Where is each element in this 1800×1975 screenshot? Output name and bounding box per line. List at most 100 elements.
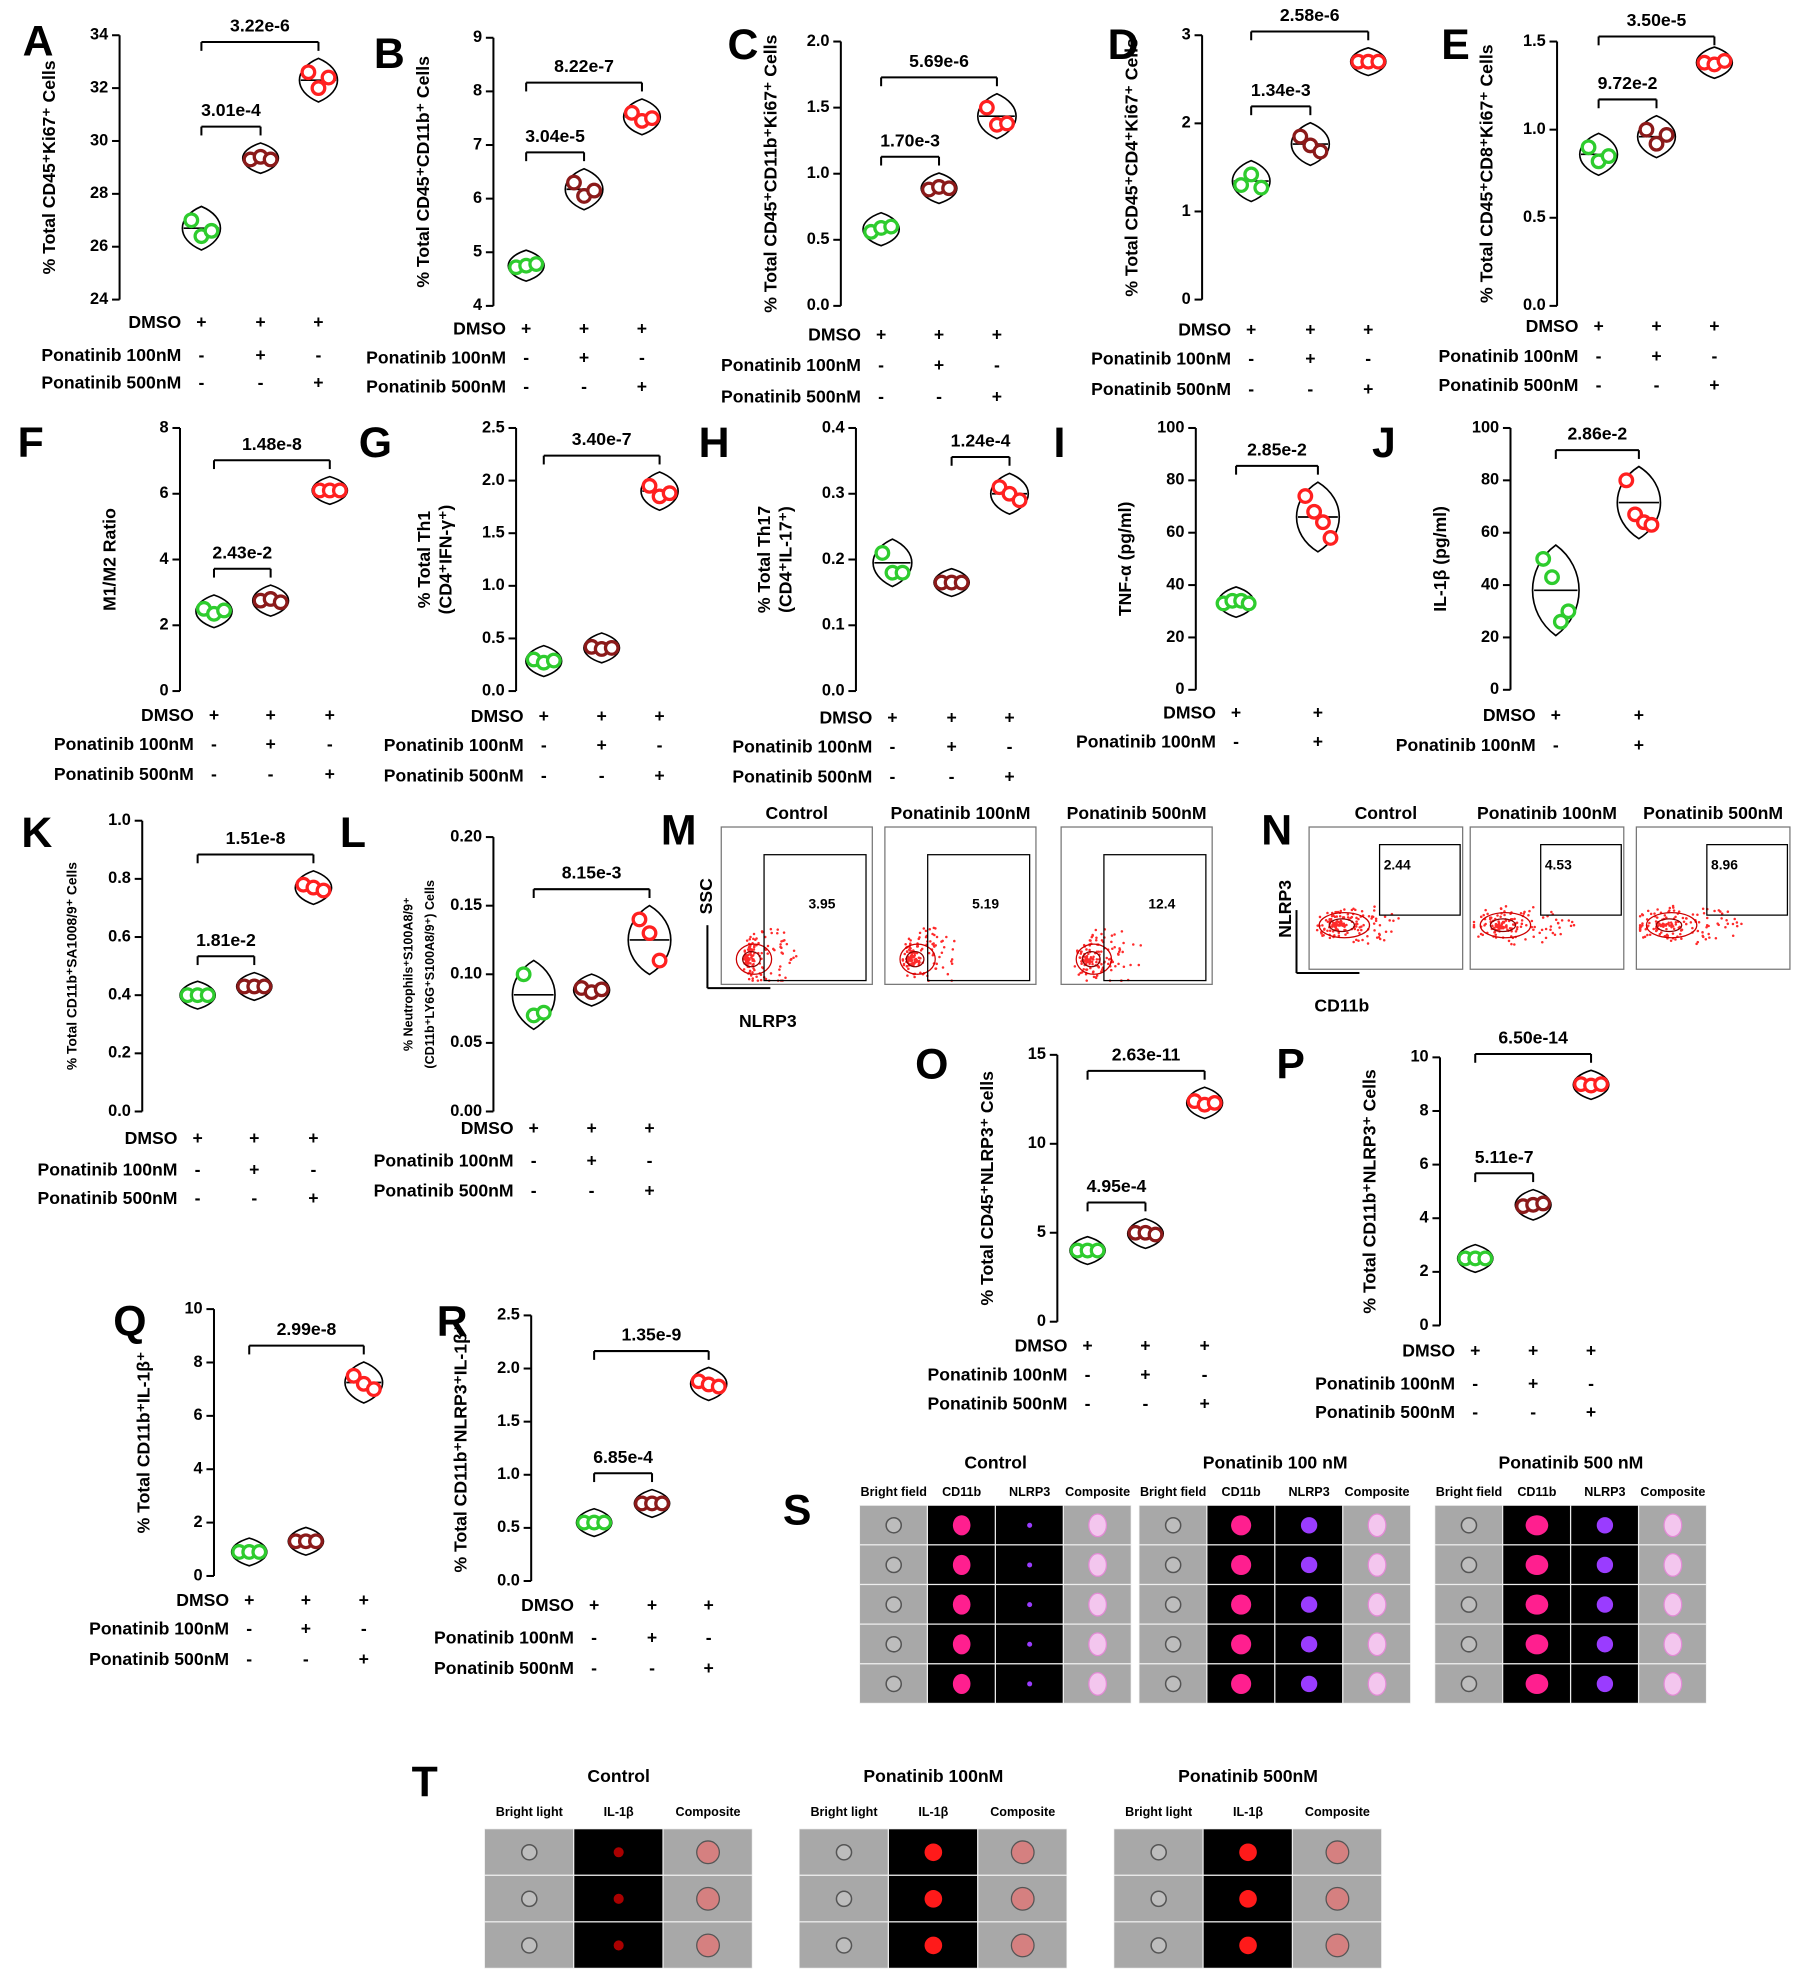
panel-letter: C bbox=[728, 21, 759, 69]
flow-event bbox=[918, 931, 922, 935]
flow-event bbox=[941, 966, 945, 969]
flow-gate bbox=[1103, 854, 1207, 982]
flow-title: Ponatinib 100nM bbox=[890, 803, 1030, 823]
flow-event bbox=[1107, 962, 1110, 966]
flow-event bbox=[759, 973, 763, 977]
flow-event bbox=[1100, 932, 1103, 936]
data-point bbox=[1716, 52, 1733, 69]
flow-event bbox=[1638, 925, 1642, 929]
flow-event bbox=[1646, 933, 1649, 937]
flow-event bbox=[1083, 955, 1087, 959]
y-tick-label: 6 bbox=[194, 1406, 203, 1424]
y-tick-label: 8 bbox=[1420, 1101, 1429, 1119]
treatment-sign: - bbox=[581, 376, 587, 396]
flow-event bbox=[1640, 913, 1644, 916]
treatment-label: Ponatinib 500nM bbox=[38, 1188, 178, 1208]
cell-stain bbox=[1325, 1840, 1350, 1865]
channel-label: Bright light bbox=[810, 1805, 878, 1819]
flow-event bbox=[1538, 931, 1541, 935]
flow-event bbox=[916, 945, 920, 948]
treatment-sign: - bbox=[591, 1658, 597, 1678]
treatment-label: Ponatinib 500nM bbox=[927, 1393, 1067, 1413]
flow-event bbox=[1638, 923, 1642, 927]
treatment-sign: + bbox=[313, 373, 323, 393]
flow-event bbox=[1674, 923, 1678, 926]
flow-event bbox=[1520, 922, 1524, 926]
cell-stain bbox=[952, 1594, 971, 1615]
y-axis-label: % Total CD45⁺NLRP3⁺ Cells bbox=[977, 1071, 997, 1306]
flow-event bbox=[1516, 926, 1519, 929]
y-axis-label: (CD4⁺IL-17⁺) bbox=[775, 506, 795, 613]
flow-event bbox=[1092, 975, 1096, 979]
treatment-label: Ponatinib 500nM bbox=[1091, 379, 1231, 399]
y-tick-label: 6 bbox=[160, 484, 169, 502]
treatment-label: Ponatinib 500nM bbox=[1315, 1402, 1455, 1422]
flow-event bbox=[779, 945, 782, 949]
flow-event bbox=[751, 971, 754, 974]
cell-stain bbox=[1325, 1886, 1350, 1911]
flow-event bbox=[1489, 916, 1492, 919]
flow-event bbox=[1346, 913, 1350, 916]
flow-event bbox=[1382, 938, 1386, 942]
treatment-sign: + bbox=[308, 1128, 318, 1148]
treatment-sign: - bbox=[1365, 349, 1371, 369]
flow-event bbox=[1362, 923, 1365, 927]
flow-event bbox=[1079, 952, 1083, 955]
treatment-label: Ponatinib 100nM bbox=[54, 734, 194, 754]
treatment-sign: - bbox=[1085, 1393, 1091, 1413]
treatment-label: Ponatinib 500nM bbox=[41, 373, 181, 393]
treatment-sign: + bbox=[704, 1595, 714, 1615]
flow-event bbox=[751, 959, 754, 963]
y-axis-label: (CD11b⁺LY6G⁺S100A8/9⁺) Cells bbox=[423, 880, 437, 1069]
data-point bbox=[1658, 127, 1675, 143]
p-value: 3.50e-5 bbox=[1627, 10, 1687, 30]
treatment-sign: + bbox=[255, 345, 265, 365]
flow-event bbox=[792, 949, 796, 953]
cell bbox=[1164, 1635, 1182, 1653]
treatment-sign: + bbox=[654, 706, 664, 726]
flow-event bbox=[1360, 909, 1364, 913]
channel-label: CD11b bbox=[1517, 1485, 1556, 1499]
p-value: 4.95e-4 bbox=[1087, 1176, 1147, 1196]
flow-event bbox=[1080, 950, 1083, 953]
data-point bbox=[535, 1004, 552, 1021]
flow-event bbox=[743, 958, 746, 961]
treatment-sign: - bbox=[541, 735, 547, 755]
flow-event bbox=[1107, 958, 1111, 961]
treatment-label: Ponatinib 100nM bbox=[434, 1628, 574, 1648]
flow-event bbox=[1085, 958, 1088, 961]
flow-event bbox=[1492, 926, 1496, 930]
flow-event bbox=[1677, 910, 1681, 913]
flow-gate bbox=[1540, 844, 1622, 916]
cell bbox=[835, 1890, 853, 1908]
flow-contour bbox=[742, 950, 761, 968]
data-point bbox=[1535, 550, 1552, 567]
flow-event bbox=[1549, 928, 1552, 931]
flow-event bbox=[1095, 974, 1099, 977]
flow-event bbox=[1681, 916, 1685, 920]
treatment-label: DMSO bbox=[1163, 702, 1216, 722]
y-tick-label: 0.5 bbox=[1523, 208, 1546, 226]
y-tick-label: 2 bbox=[1182, 114, 1191, 132]
treatment-sign: + bbox=[1313, 731, 1323, 751]
flow-event bbox=[1660, 931, 1663, 934]
y-axis-label: % Total CD11b⁺NLRP3⁺ Cells bbox=[1359, 1069, 1379, 1314]
cell-stain bbox=[1231, 1515, 1252, 1536]
flow-event bbox=[1532, 906, 1535, 909]
channel-label: Bright field bbox=[1140, 1485, 1206, 1499]
cell-stain bbox=[1596, 1556, 1614, 1574]
flow-event bbox=[1724, 925, 1727, 929]
flow-event bbox=[1519, 925, 1523, 928]
flow-event bbox=[950, 960, 953, 963]
flow-event bbox=[766, 952, 769, 955]
data-point bbox=[603, 639, 620, 656]
flow-event bbox=[1559, 932, 1562, 936]
cell-stain bbox=[1300, 1596, 1318, 1613]
flow-event bbox=[1100, 939, 1104, 942]
flow-event bbox=[1378, 923, 1382, 927]
cell-stain bbox=[1239, 1890, 1257, 1908]
cell-stain bbox=[1027, 1562, 1033, 1568]
flow-event bbox=[1672, 909, 1676, 912]
flow-event bbox=[1477, 935, 1480, 938]
flow-event bbox=[901, 959, 905, 962]
